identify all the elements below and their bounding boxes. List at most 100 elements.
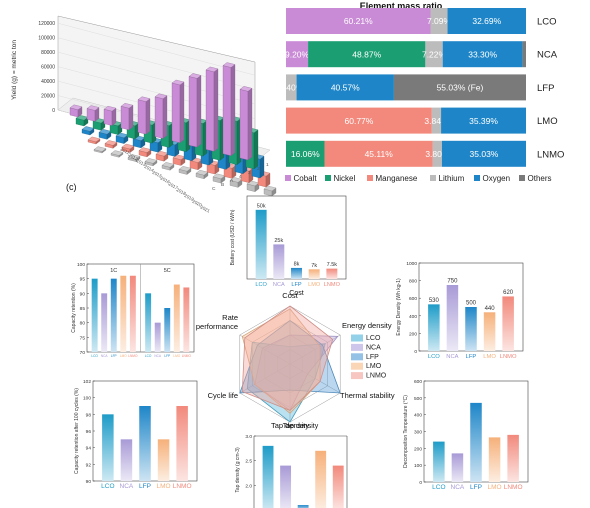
mass-ratio-segment-lithium	[432, 140, 442, 167]
mass-ratio-segment-label: 9.20%	[285, 49, 310, 59]
x-row-label: 2018	[176, 187, 188, 196]
y-tick-label: 0	[419, 480, 422, 486]
category-label-lmo: LMO	[120, 354, 127, 358]
yield-bar-4-2017	[195, 170, 209, 180]
category-label-nca: NCA	[446, 354, 458, 360]
yield-bar-0-2014	[120, 103, 134, 131]
y-tick-label: 2.0	[245, 483, 252, 489]
y-tick-label: 0	[414, 349, 417, 355]
category-label-lfp: LFP	[466, 354, 477, 360]
yield-bar-4-2018	[212, 173, 226, 184]
element-mass-ratio-chart: Element mass ratio 60.21% 7.09% 32.69% LCO 9…	[279, 1, 564, 183]
bar-lco	[91, 278, 98, 352]
bar-value-label: 7k	[311, 263, 317, 269]
bar-side	[230, 64, 236, 156]
radar-axis-label-energy-density: Energy density	[342, 321, 392, 330]
bar-nca	[154, 322, 161, 352]
chart-title: Tap density	[283, 423, 319, 430]
radar-legend-item-lfp: LFP	[351, 353, 379, 361]
legend-swatch	[474, 175, 480, 181]
category-label-lco: LCO	[145, 354, 152, 358]
grid-line	[57, 37, 256, 90]
grid-line	[57, 66, 256, 119]
x-row-label: 2014	[144, 164, 156, 173]
mass-ratio-row-label: LFP	[537, 83, 554, 94]
legend-item-lithium: Lithium	[430, 174, 465, 183]
yield-bar-0-2018	[188, 73, 202, 148]
bar-nca	[101, 293, 108, 352]
bar-side	[128, 104, 134, 131]
y-tick-label: 90	[80, 291, 86, 297]
y-tick-label: 2.5	[245, 459, 252, 465]
yield-bar-0-2011	[69, 104, 83, 118]
bar-value-label: 620	[503, 290, 514, 296]
bar-front	[137, 99, 147, 135]
mass-ratio-segment-lithium	[431, 107, 442, 134]
yield-bar-0-2019	[205, 66, 219, 152]
yield-3d-ticks: 0200004000060000800001000001200002011201…	[38, 21, 269, 214]
mass-ratio-segment-label: 33.30%	[468, 49, 497, 59]
bar-lfp	[291, 267, 302, 279]
bar-lco	[102, 414, 114, 481]
y-tick-label: 400	[414, 413, 422, 419]
energy-density-bar-chart: 0 200 400 600 800 1000 Energy Density (Wh kg-1…	[396, 261, 524, 360]
bar-top	[87, 136, 101, 142]
x-row-label: 2016	[160, 175, 172, 184]
bar-nca	[120, 439, 133, 481]
mass-ratio-segment-label: 4.40%	[279, 83, 304, 93]
legend-label: Others	[528, 174, 552, 183]
radar-spoke	[289, 334, 341, 365]
y-tick-label: 600	[414, 379, 422, 385]
y-tick-label: 90	[86, 479, 92, 485]
bar-top	[263, 185, 277, 192]
chart-title: Cost	[289, 290, 303, 297]
bar-lco	[255, 209, 267, 279]
mass-ratio-segment-oxygen	[296, 74, 394, 101]
mass-ratio-segment-oxygen	[441, 107, 526, 134]
bar-lco	[428, 304, 440, 351]
radar-axis-labels: Cost Energy density Thermal stability Tap d…	[196, 291, 395, 430]
bar-nca	[446, 285, 459, 351]
y-tick-label: 200	[409, 331, 417, 337]
category-label-nca: NCA	[451, 484, 465, 491]
radar-polygon-lmo	[241, 308, 321, 414]
bar-value-label: 530	[429, 298, 440, 304]
mass-ratio-segment-others	[522, 41, 526, 68]
mass-ratio-segment-lithium	[425, 41, 443, 68]
bar-front	[120, 106, 130, 131]
category-label-lco: LCO	[428, 354, 440, 360]
bar-value-label: 500	[466, 301, 477, 307]
category-label-lco: LCO	[101, 483, 114, 490]
category-label-lmo: LMO	[173, 354, 180, 358]
legend-item-cobalt: Cobalt	[285, 174, 317, 183]
bar-nca	[273, 244, 285, 279]
yield-bar-2-2012	[98, 129, 112, 140]
mass-ratio-segment-label: 60.77%	[345, 116, 374, 126]
mass-ratio-segment-oxygen	[441, 140, 526, 167]
bar-top	[178, 166, 192, 172]
bar-lnmo	[507, 434, 519, 482]
bar-top	[110, 150, 124, 156]
bar-value-label: 25k	[274, 238, 283, 244]
radar-legend-swatch	[351, 353, 363, 361]
legend-item-nickel: Nickel	[325, 174, 356, 183]
bar-lnmo	[332, 465, 344, 508]
yield-bar-4-2013	[127, 154, 141, 162]
radar-chart: Cost Energy density Thermal stability Tap d…	[196, 291, 395, 430]
y-tick-label: 300	[414, 430, 422, 436]
bar-front	[239, 89, 249, 161]
radar-spoke	[239, 363, 291, 394]
category-label-lnmo: LNMO	[500, 354, 517, 360]
grid-line	[57, 23, 256, 76]
x-row-label: 2013	[136, 158, 148, 167]
legend-swatch	[325, 175, 331, 181]
y-tick-label: 98	[86, 412, 92, 418]
mass-ratio-segment-label: 60.21%	[344, 16, 373, 26]
bar-lnmo	[129, 275, 136, 352]
y-tick-label: 96	[86, 429, 92, 435]
bar-top	[188, 73, 202, 79]
y-axis-label: Tap density (g cm-3)	[235, 447, 241, 493]
category-label-lfp: LFP	[164, 354, 170, 358]
